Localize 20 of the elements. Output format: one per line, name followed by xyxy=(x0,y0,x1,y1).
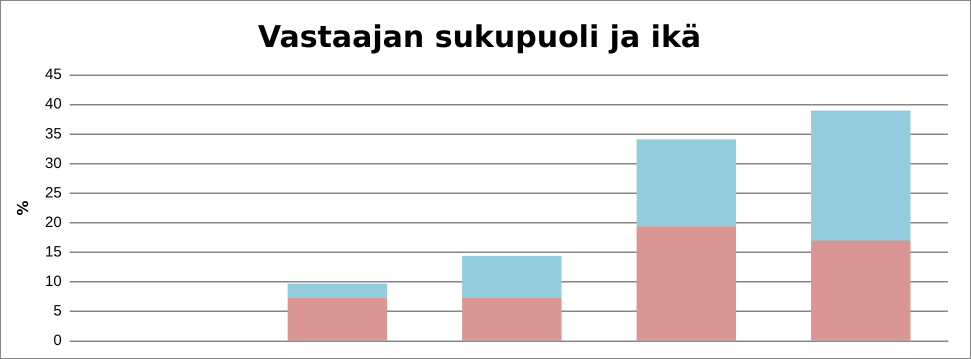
y-tick-label: 15 xyxy=(44,243,62,260)
bar xyxy=(288,298,388,340)
bar xyxy=(636,139,736,226)
bar xyxy=(636,226,736,340)
y-tick-label: 35 xyxy=(44,125,62,142)
y-tick-label: 30 xyxy=(44,154,62,172)
y-tick-label: 20 xyxy=(44,214,62,231)
bar xyxy=(288,284,388,298)
chart-title: Vastaajan sukupuoli ja ikä xyxy=(258,20,702,55)
bar xyxy=(811,110,910,241)
y-tick-label: 40 xyxy=(44,96,62,113)
y-tick-label: 45 xyxy=(44,66,62,84)
bar xyxy=(462,298,562,340)
y-tick-label: 0 xyxy=(53,332,62,350)
bar xyxy=(462,256,562,298)
y-tick-label: 25 xyxy=(44,184,62,202)
y-axis-title: % xyxy=(14,200,32,216)
bar xyxy=(811,240,910,340)
y-tick-label: 10 xyxy=(44,273,62,290)
y-tick-label: 5 xyxy=(53,302,62,320)
